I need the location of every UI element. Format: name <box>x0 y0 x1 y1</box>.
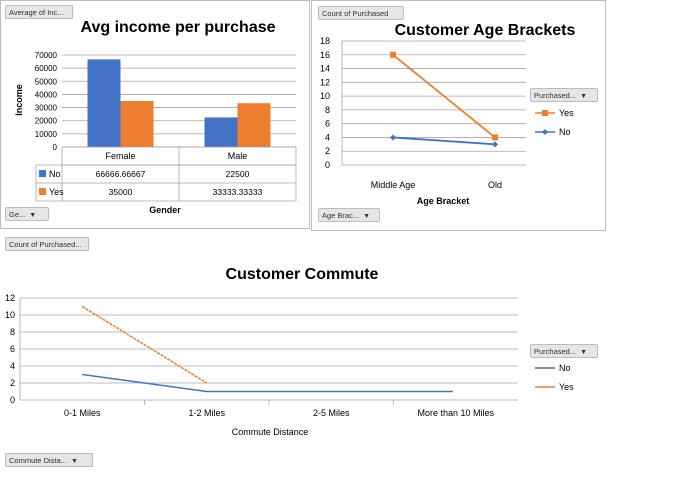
age-chart-frame <box>311 0 606 231</box>
dropdown-arrow-icon: ▼ <box>580 349 588 356</box>
age-y-tick-label: 16 <box>320 50 330 60</box>
age-y-tick-label: 4 <box>325 132 330 142</box>
age-legend-label-no: No <box>559 127 571 137</box>
age-point-no <box>492 141 498 148</box>
income-y-tick-label: 50000 <box>35 77 58 86</box>
age-y-tick-label: 12 <box>320 77 330 87</box>
commute-y-tick-label: 8 <box>10 327 15 337</box>
age-x-tick-label: Old <box>488 180 502 190</box>
age-series-line-no <box>392 136 496 146</box>
age-value-field-button[interactable]: Count of Purchased <box>318 6 404 20</box>
gender-axis-field-label: Ge... <box>9 210 26 219</box>
income-y-tick-label: 0 <box>53 143 58 152</box>
commute-series-line-no <box>82 373 453 393</box>
age-legend-field-label: Purchased... <box>534 91 577 100</box>
age-y-tick-label: 6 <box>325 119 330 129</box>
income-bar-yes <box>237 103 271 147</box>
age-point-yes <box>390 51 396 58</box>
income-bar-no <box>87 59 121 147</box>
commute-x-tick-label: 1-2 Miles <box>188 408 225 418</box>
commute-y-tick-label: 2 <box>10 378 15 388</box>
commute-x-tick-label: 0-1 Miles <box>64 408 101 418</box>
commute-legend-field-button[interactable]: Purchased... ▼ <box>530 344 598 358</box>
age-value-field-label: Count of Purchased <box>322 9 389 18</box>
income-value-field-label: Average of Inc... <box>9 8 64 17</box>
age-axis-field-label: Age Brac... <box>322 211 360 220</box>
income-table-cell: 33333.33333 <box>213 187 263 197</box>
age-legend-field-button[interactable]: Purchased... ▼ <box>530 88 598 102</box>
income-legend-swatch-yes <box>39 188 46 195</box>
income-bar-yes <box>120 101 154 147</box>
commute-series-line-yes <box>81 305 208 384</box>
age-x-axis-label: Age Bracket <box>417 196 470 206</box>
age-y-tick-label: 18 <box>320 36 330 46</box>
income-table-cell: 22500 <box>226 169 250 179</box>
commute-axis-field-button[interactable]: Commute Dista... ▼ <box>5 453 93 467</box>
income-legend-label-no: No <box>49 169 61 179</box>
income-table-cell: 35000 <box>109 187 133 197</box>
income-table-cell: 66666.66667 <box>96 169 146 179</box>
income-y-tick-label: 30000 <box>35 104 58 113</box>
age-legend-marker-yes <box>542 110 548 116</box>
commute-x-tick-label: More than 10 Miles <box>417 408 494 418</box>
age-legend-label-yes: Yes <box>559 108 574 118</box>
commute-value-field-button[interactable]: Count of Purchased... <box>5 237 89 251</box>
income-x-tick-label: Female <box>105 151 135 161</box>
commute-x-tick-label: 2-5 Miles <box>313 408 350 418</box>
age-y-tick-label: 10 <box>320 91 330 101</box>
income-y-tick-label: 70000 <box>35 51 58 60</box>
income-y-tick-label: 40000 <box>35 90 58 99</box>
income-y-tick-label: 60000 <box>35 64 58 73</box>
income-x-tick-label: Male <box>228 151 248 161</box>
age-y-tick-label: 14 <box>320 64 330 74</box>
income-y-tick-label: 10000 <box>35 130 58 139</box>
age-legend-marker-no <box>542 129 548 135</box>
age-axis-field-button[interactable]: Age Brac... ▼ <box>318 208 380 222</box>
commute-value-field-label: Count of Purchased... <box>9 240 82 249</box>
commute-y-tick-label: 4 <box>10 361 15 371</box>
income-legend-swatch-no <box>39 170 46 177</box>
commute-legend-label-yes: Yes <box>559 382 574 392</box>
income-x-axis-label: Gender <box>149 205 181 215</box>
commute-y-tick-label: 10 <box>5 310 15 320</box>
dropdown-arrow-icon: ▼ <box>580 93 588 100</box>
age-point-yes <box>492 134 498 141</box>
commute-axis-field-label: Commute Dista... <box>9 456 67 465</box>
income-legend-label-yes: Yes <box>49 187 64 197</box>
commute-y-tick-label: 0 <box>10 395 15 405</box>
age-y-tick-label: 8 <box>325 105 330 115</box>
commute-x-axis-label: Commute Distance <box>232 427 309 437</box>
income-value-field-button[interactable]: Average of Inc... <box>5 5 73 19</box>
gender-axis-field-button[interactable]: Ge... ▼ <box>5 207 49 221</box>
age-y-tick-label: 0 <box>325 160 330 170</box>
filter-dropdown-icon: ▼ <box>70 458 78 465</box>
commute-y-tick-label: 12 <box>5 293 15 303</box>
income-chart-title: Avg income per purchase <box>80 19 275 36</box>
age-point-no <box>390 134 396 141</box>
income-y-tick-label: 20000 <box>35 117 58 126</box>
age-series-line-yes <box>392 54 496 139</box>
income-y-axis-label: Income <box>14 84 24 116</box>
income-bar-no <box>204 117 238 147</box>
age-chart-title: Customer Age Brackets <box>395 22 576 39</box>
commute-y-tick-label: 6 <box>10 344 15 354</box>
commute-chart-title: Customer Commute <box>226 266 379 283</box>
commute-legend-label-no: No <box>559 363 571 373</box>
dropdown-arrow-icon: ▼ <box>363 213 371 220</box>
dropdown-arrow-icon: ▼ <box>29 212 37 219</box>
commute-legend-field-label: Purchased... <box>534 347 577 356</box>
age-x-tick-label: Middle Age <box>371 180 416 190</box>
age-y-tick-label: 2 <box>325 146 330 156</box>
